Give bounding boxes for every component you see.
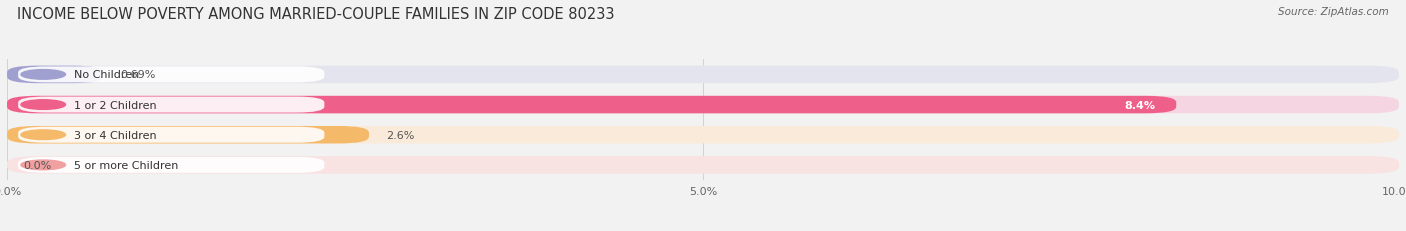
FancyBboxPatch shape bbox=[7, 156, 1399, 174]
Text: 0.69%: 0.69% bbox=[120, 70, 155, 80]
FancyBboxPatch shape bbox=[7, 66, 1399, 84]
Text: 8.4%: 8.4% bbox=[1125, 100, 1156, 110]
FancyBboxPatch shape bbox=[18, 97, 325, 113]
Text: 2.6%: 2.6% bbox=[385, 130, 413, 140]
Text: 1 or 2 Children: 1 or 2 Children bbox=[75, 100, 156, 110]
Circle shape bbox=[21, 160, 66, 170]
FancyBboxPatch shape bbox=[18, 67, 325, 83]
FancyBboxPatch shape bbox=[18, 157, 325, 173]
Circle shape bbox=[21, 100, 66, 110]
Text: INCOME BELOW POVERTY AMONG MARRIED-COUPLE FAMILIES IN ZIP CODE 80233: INCOME BELOW POVERTY AMONG MARRIED-COUPL… bbox=[17, 7, 614, 22]
Text: 0.0%: 0.0% bbox=[24, 160, 52, 170]
FancyBboxPatch shape bbox=[7, 96, 1399, 114]
Text: 3 or 4 Children: 3 or 4 Children bbox=[75, 130, 156, 140]
Circle shape bbox=[21, 130, 66, 140]
FancyBboxPatch shape bbox=[7, 66, 103, 84]
FancyBboxPatch shape bbox=[7, 126, 368, 144]
FancyBboxPatch shape bbox=[7, 126, 1399, 144]
FancyBboxPatch shape bbox=[18, 127, 325, 143]
FancyBboxPatch shape bbox=[7, 96, 1177, 114]
Text: Source: ZipAtlas.com: Source: ZipAtlas.com bbox=[1278, 7, 1389, 17]
Text: No Children: No Children bbox=[75, 70, 139, 80]
Text: 5 or more Children: 5 or more Children bbox=[75, 160, 179, 170]
Circle shape bbox=[21, 70, 66, 80]
